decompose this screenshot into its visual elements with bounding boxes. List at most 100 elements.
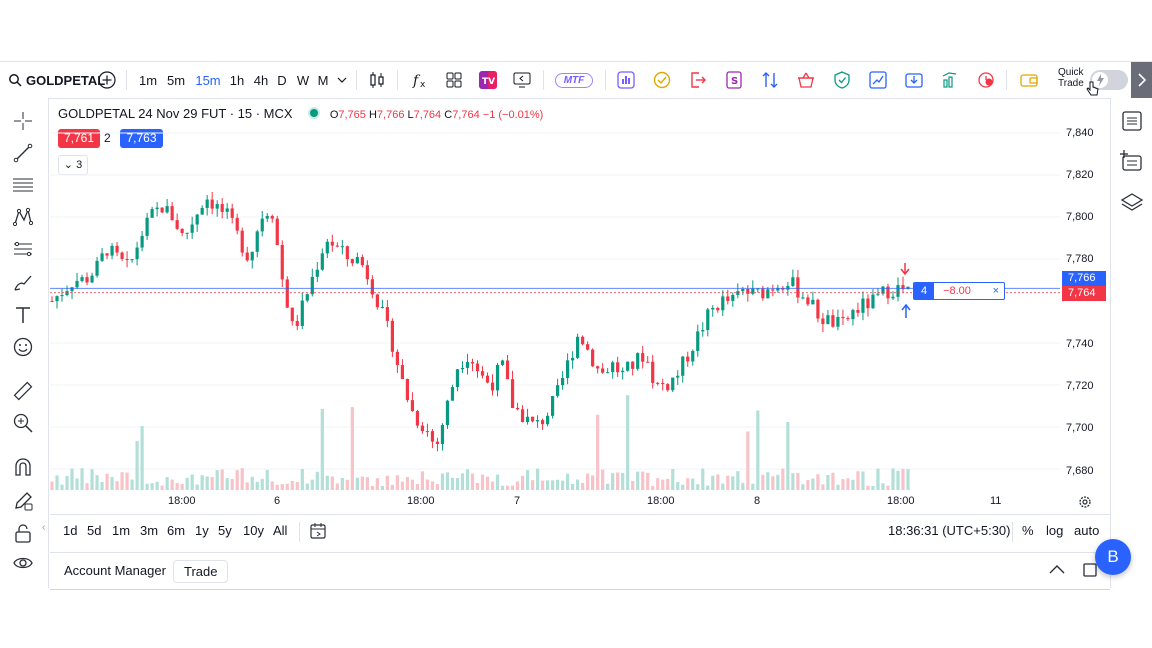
tab-account-manager[interactable]: Account Manager xyxy=(64,563,166,578)
layers-icon[interactable] xyxy=(1120,192,1144,214)
close-order-icon[interactable]: × xyxy=(992,285,999,297)
transfer-arrows-icon[interactable] xyxy=(760,70,780,90)
legend-title[interactable]: GOLDPETAL 24 Nov 29 FUT · 15 · MCX xyxy=(58,106,293,121)
quick-trade-label-line2: Trade xyxy=(1058,78,1084,89)
symbol-search[interactable]: GOLDPETAL xyxy=(8,62,105,98)
range-1d[interactable]: 1d xyxy=(63,523,78,538)
brush-icon[interactable] xyxy=(12,272,34,294)
range-all[interactable]: All xyxy=(273,523,288,538)
interval-15m[interactable]: 15m xyxy=(195,72,221,88)
sell-button[interactable]: 7,761 xyxy=(58,129,100,148)
chevron-up-icon[interactable] xyxy=(1048,563,1066,575)
y-tick: 7,800 xyxy=(1066,211,1094,223)
time-axis[interactable]: 18:00 6 18:00 7 18:00 8 18:00 11 xyxy=(50,490,1060,514)
range-1y[interactable]: 1y xyxy=(195,523,209,538)
shield-check-icon[interactable] xyxy=(832,70,852,90)
volume-bar xyxy=(711,475,715,490)
coins-icon[interactable] xyxy=(652,70,672,90)
add-list-icon[interactable] xyxy=(1119,148,1143,172)
crosshair-icon[interactable] xyxy=(12,110,34,132)
interval-dropdown-icon[interactable] xyxy=(335,70,349,90)
buy-button[interactable]: 7,763 xyxy=(120,129,163,148)
maximize-panel-icon[interactable] xyxy=(1082,562,1098,578)
emoji-icon[interactable] xyxy=(12,336,34,358)
ruler-icon[interactable] xyxy=(12,380,34,402)
pencil-lock-icon[interactable] xyxy=(12,490,34,512)
interval-1m[interactable]: 1m xyxy=(138,72,158,88)
replay-icon[interactable] xyxy=(512,70,532,90)
volume-bar xyxy=(550,480,555,490)
tv-logo-icon[interactable]: TV xyxy=(478,70,498,90)
candle-body xyxy=(500,360,505,365)
candle-body xyxy=(846,318,850,320)
candle-body xyxy=(390,320,394,352)
basket-order-icon[interactable]: S xyxy=(724,70,744,90)
download-box-icon[interactable] xyxy=(904,70,924,90)
prediction-icon[interactable] xyxy=(12,238,34,260)
quick-trade-toggle[interactable] xyxy=(1090,70,1128,90)
zoom-in-icon[interactable] xyxy=(12,412,34,434)
candle-body xyxy=(796,277,800,298)
mtf-button[interactable]: MTF xyxy=(553,62,595,98)
pattern-icon[interactable] xyxy=(12,206,34,228)
x-tick: 18:00 xyxy=(647,495,675,507)
volume-bar xyxy=(70,468,74,490)
clock-alert-icon[interactable] xyxy=(976,70,996,90)
settings-gear-icon[interactable] xyxy=(1078,495,1092,509)
candle-body xyxy=(891,296,895,299)
range-5y[interactable]: 5y xyxy=(218,523,232,538)
auto-toggle[interactable]: auto xyxy=(1074,523,1100,538)
exit-icon[interactable] xyxy=(688,70,708,90)
layout-grid-icon[interactable] xyxy=(444,70,464,90)
volume-bar xyxy=(165,477,169,490)
range-3m[interactable]: 3m xyxy=(140,523,159,538)
candle-body xyxy=(741,288,745,292)
range-1m[interactable]: 1m xyxy=(112,523,131,538)
candle-body xyxy=(275,218,279,246)
candle-body xyxy=(876,293,880,295)
magnet-icon[interactable] xyxy=(12,456,34,478)
avatar[interactable]: B xyxy=(1095,539,1131,575)
horizontal-lines-icon[interactable] xyxy=(12,174,34,196)
clock[interactable]: 18:36:31 (UTC+5:30) xyxy=(888,523,1011,538)
watchlist-icon[interactable] xyxy=(1121,110,1143,132)
chart-up-icon[interactable] xyxy=(940,70,960,90)
volume-bar xyxy=(841,479,845,490)
log-toggle[interactable]: log xyxy=(1046,523,1064,538)
range-5d[interactable]: 5d xyxy=(87,523,102,538)
collapse-toolbar-handle-icon[interactable]: ‹ xyxy=(42,522,46,533)
goto-date-icon[interactable] xyxy=(309,522,327,540)
option-chain-icon[interactable] xyxy=(616,70,636,90)
interval-1h[interactable]: 1h xyxy=(229,72,245,88)
candle-body xyxy=(626,361,630,371)
volume-bar xyxy=(591,475,595,490)
candle-body xyxy=(686,356,690,362)
text-tool-icon[interactable] xyxy=(12,304,34,326)
price-chart[interactable] xyxy=(50,98,1060,510)
trend-line-icon[interactable] xyxy=(12,142,34,164)
lock-icon[interactable] xyxy=(12,522,34,544)
candles-icon[interactable] xyxy=(367,70,387,90)
interval-5m[interactable]: 5m xyxy=(166,72,186,88)
eye-icon[interactable] xyxy=(12,552,34,574)
basket-icon[interactable] xyxy=(796,70,816,90)
interval-m[interactable]: M xyxy=(317,72,329,88)
collapse-toolbar-button[interactable] xyxy=(1131,62,1152,98)
quick-trade-label-line1: Quick xyxy=(1058,67,1084,78)
compare-add-icon[interactable] xyxy=(97,70,117,90)
wallet-icon[interactable] xyxy=(1019,70,1039,90)
volume-bar xyxy=(581,482,585,490)
range-6m[interactable]: 6m xyxy=(167,523,186,538)
chart-trend-icon[interactable] xyxy=(868,70,888,90)
percent-toggle[interactable]: % xyxy=(1022,523,1034,538)
price-axis[interactable]: 7,840 7,820 7,800 7,780 7,740 7,720 7,70… xyxy=(1062,98,1110,510)
interval-4h[interactable]: 4h xyxy=(253,72,269,88)
range-10y[interactable]: 10y xyxy=(243,523,264,538)
interval-w[interactable]: W xyxy=(296,72,310,88)
candle-body xyxy=(851,309,855,320)
tab-trade[interactable]: Trade xyxy=(173,560,229,583)
order-line-tag[interactable]: 4 −8.00 × xyxy=(913,282,1005,300)
interval-d[interactable]: D xyxy=(277,72,287,88)
volume-bar xyxy=(586,473,590,490)
